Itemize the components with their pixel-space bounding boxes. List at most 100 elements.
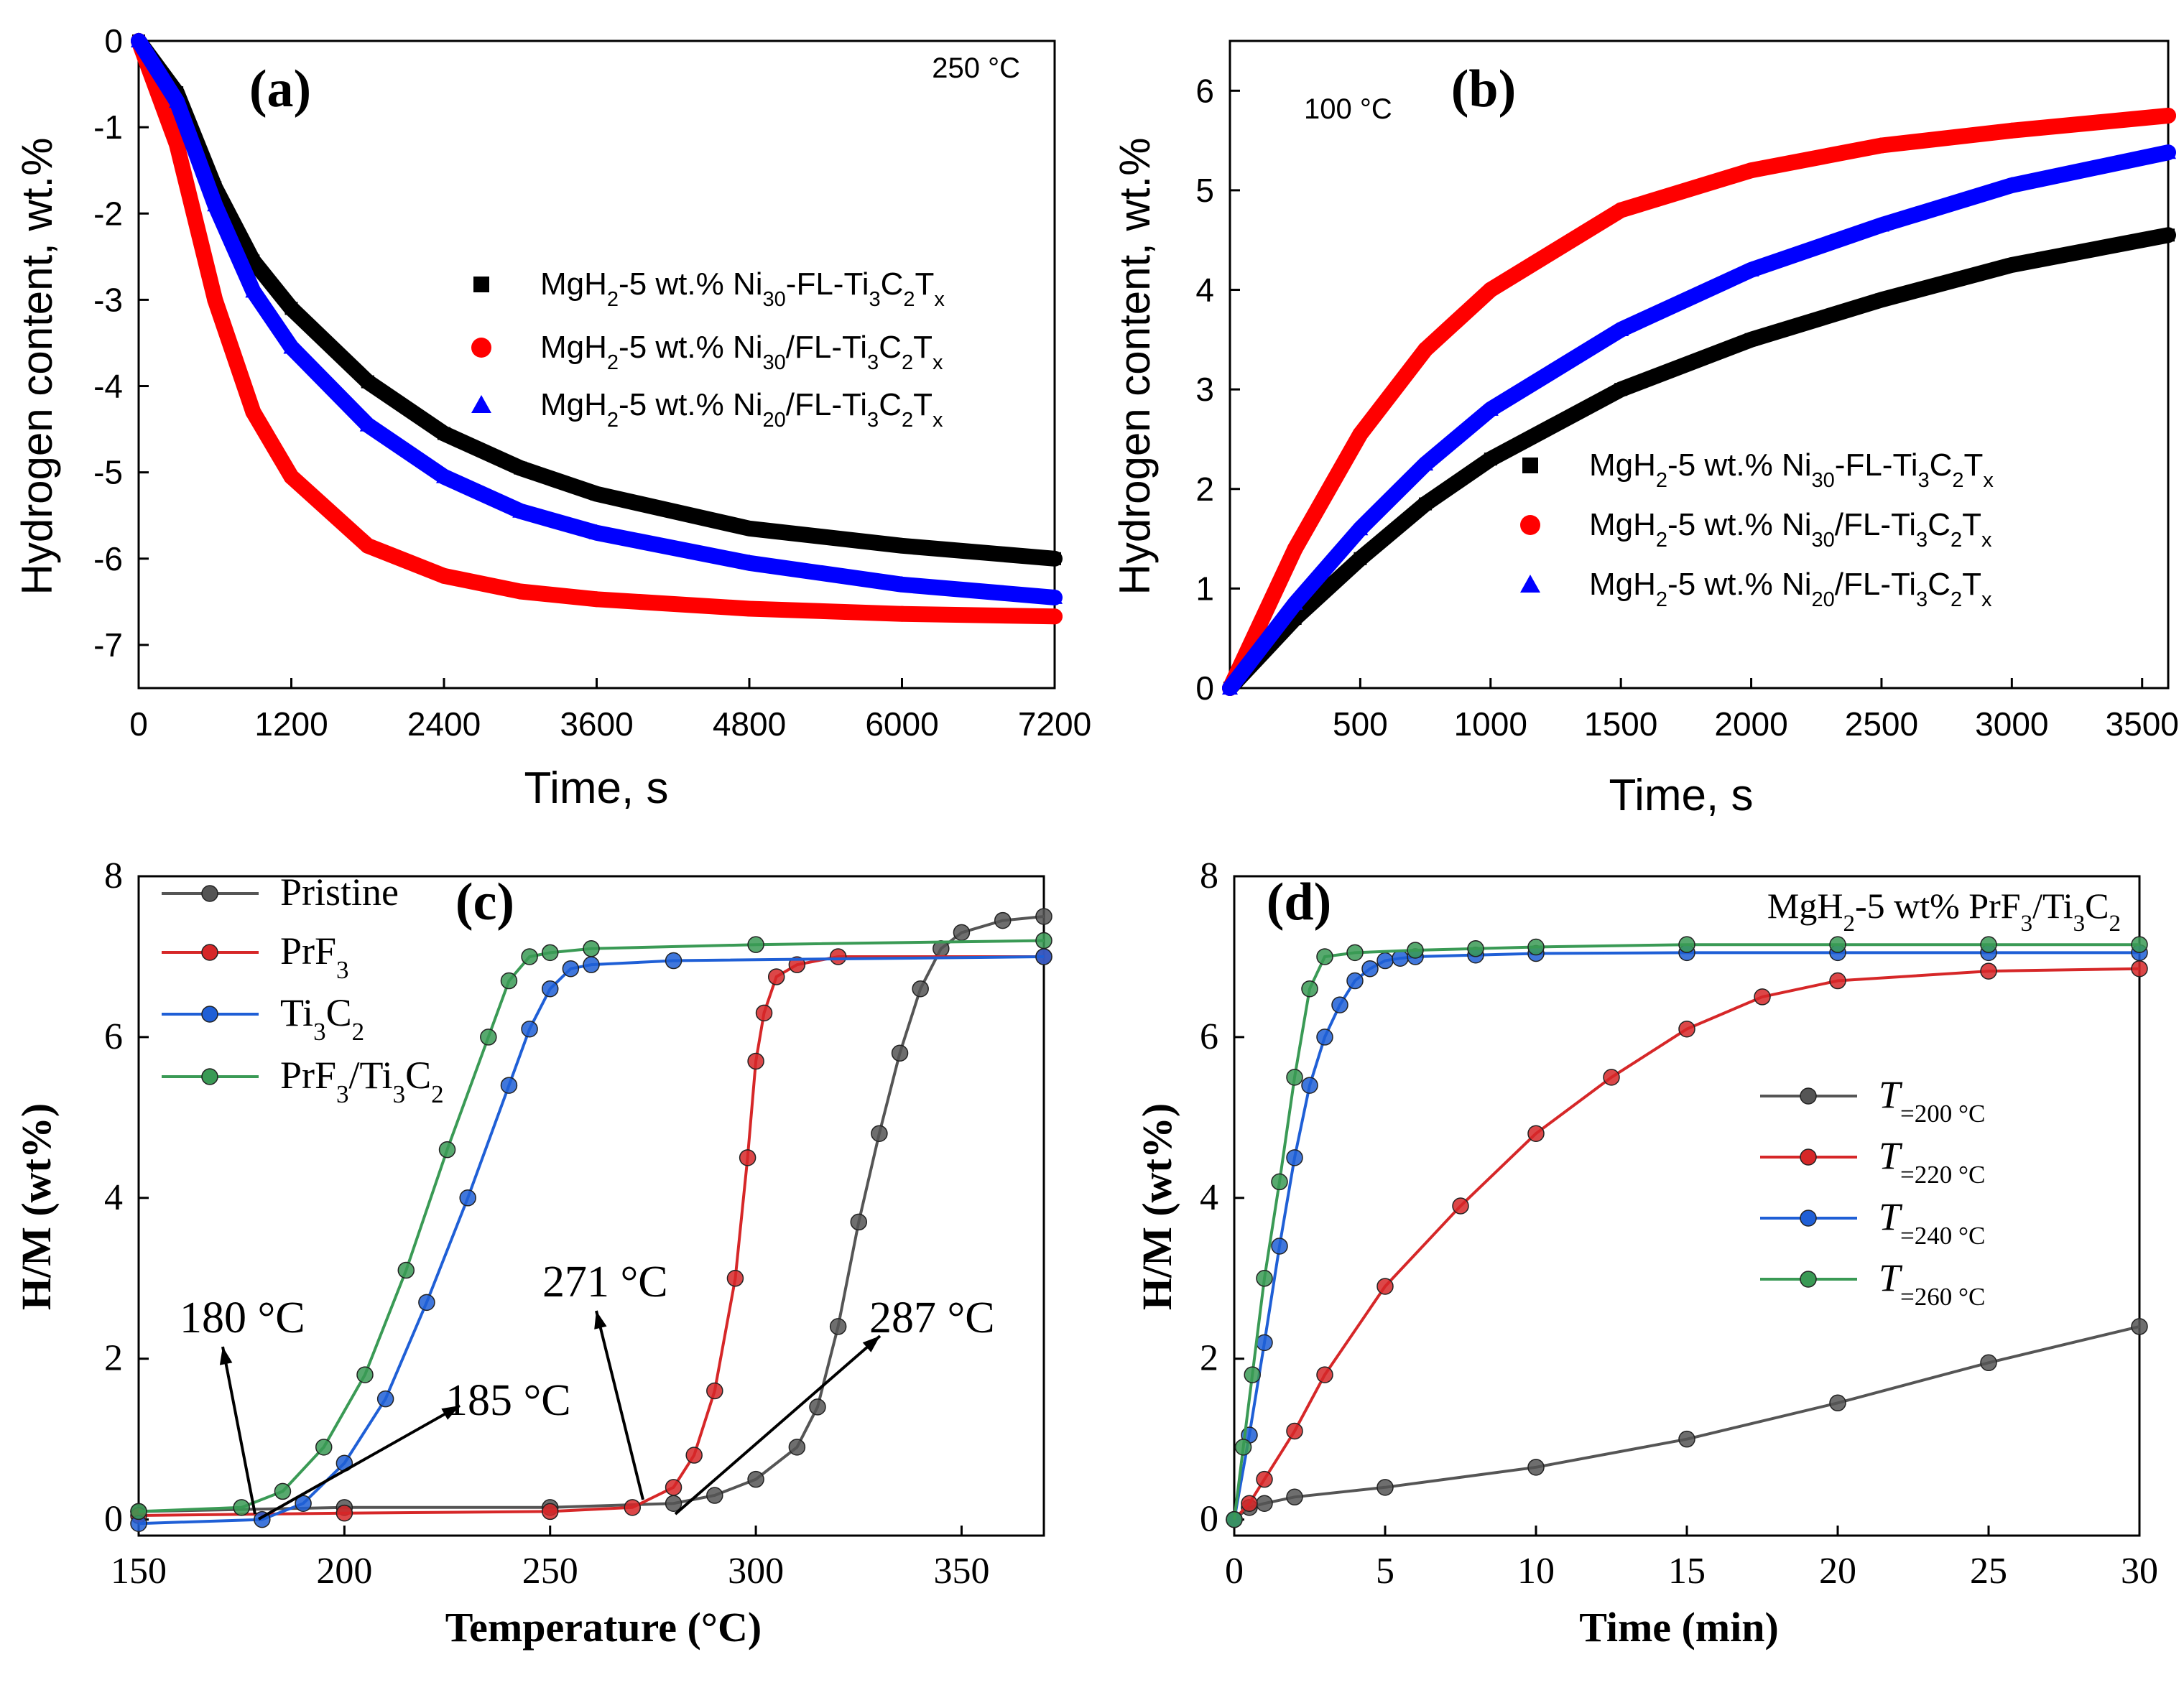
data-point xyxy=(1047,588,1063,604)
panel-d: 0 5 10 15 20 25 30 0 2 4 6 8 Time (min) H/M (wt%) (d) M… xyxy=(1134,855,2158,1651)
data-point xyxy=(1256,1334,1273,1352)
text-part: C xyxy=(326,991,352,1034)
y-tick-label: 4 xyxy=(1200,1177,1218,1218)
text-part: MgH xyxy=(540,330,607,365)
data-point xyxy=(1407,942,1424,959)
x-tick-label: 25 xyxy=(1970,1551,2007,1592)
annotation-arrow xyxy=(674,1334,882,1515)
data-point xyxy=(1829,972,1846,990)
series-3: T=260 °C xyxy=(1226,936,2148,1528)
data-point xyxy=(1226,1510,1243,1528)
series-line xyxy=(138,955,1044,1517)
plot-frame xyxy=(1228,40,2170,690)
y-tick-label: -5 xyxy=(93,454,123,491)
y-tick-label: 5 xyxy=(1195,172,1214,209)
data-point xyxy=(1256,1270,1273,1287)
series-curve xyxy=(1222,108,2176,696)
data-point xyxy=(1352,520,1369,536)
annotation-arrowhead xyxy=(862,1336,880,1352)
data-point xyxy=(1873,216,1889,232)
data-point xyxy=(361,375,374,389)
legend-label: MgH2-5 wt.% Ni20/FL-Ti3C2Tx xyxy=(1589,567,1992,611)
data-point xyxy=(1613,320,1629,336)
y-tick-label: -1 xyxy=(93,108,123,146)
text-part: 2 xyxy=(1656,588,1667,611)
data-point xyxy=(438,1141,456,1159)
data-point xyxy=(541,1503,559,1521)
panel-label: (a) xyxy=(249,60,311,119)
text-part: 30 xyxy=(763,288,786,311)
text-part: T xyxy=(1962,567,1981,602)
data-point xyxy=(1316,1029,1333,1046)
text-part: x xyxy=(933,409,943,432)
text-part: /FL-Ti xyxy=(1835,507,1916,542)
data-point xyxy=(1376,952,1394,970)
data-point xyxy=(1352,426,1369,442)
data-point xyxy=(500,1077,518,1094)
data-point xyxy=(1256,1470,1273,1488)
series-1: MgH2-5 wt.% Ni30/FL-Ti3C2Tx xyxy=(131,33,1063,625)
data-point xyxy=(583,940,600,957)
y-tick-label: 2 xyxy=(104,1338,123,1379)
data-point xyxy=(1286,1422,1303,1440)
text-part: 3 xyxy=(1917,469,1929,492)
y-tick-label: 4 xyxy=(1195,271,1214,309)
x-axis-label: Time, s xyxy=(524,763,669,813)
legend-marker xyxy=(1800,1210,1817,1227)
data-point xyxy=(1829,1394,1846,1412)
text-part: MgH xyxy=(540,387,607,422)
x-tick-label: 150 xyxy=(111,1551,167,1592)
data-point xyxy=(521,948,538,965)
x-tick-label: 4800 xyxy=(713,705,786,743)
y-tick-label: 1 xyxy=(1195,570,1214,607)
text-part: -5 wt.% Ni xyxy=(1667,507,1811,542)
data-point xyxy=(356,1366,374,1383)
data-point xyxy=(895,539,909,552)
data-point xyxy=(131,32,147,47)
text-part: 2 xyxy=(2109,911,2121,937)
text-part: Pristine xyxy=(280,871,399,914)
text-part: 2 xyxy=(1843,911,1855,937)
text-part: 3 xyxy=(393,1080,406,1108)
text-part: C xyxy=(1928,507,1951,542)
data-point xyxy=(130,1503,147,1521)
data-point xyxy=(1484,452,1497,466)
legend-label: T=220 °C xyxy=(1879,1134,1985,1189)
data-point xyxy=(2160,144,2176,159)
data-point xyxy=(1452,1197,1469,1215)
x-tick-label: 30 xyxy=(2121,1551,2158,1592)
y-axis-label: H/M (wt%) xyxy=(1134,1103,1180,1310)
data-point xyxy=(1316,1366,1333,1383)
series-line xyxy=(1233,943,2139,1520)
data-point xyxy=(436,468,452,483)
data-point xyxy=(1603,1069,1620,1086)
data-point xyxy=(245,282,262,298)
legend-marker xyxy=(201,1068,218,1085)
x-tick-label: 3500 xyxy=(2106,705,2179,743)
y-tick-label: 0 xyxy=(1200,1499,1218,1540)
text-part: 2 xyxy=(607,288,619,311)
data-point xyxy=(1874,293,1888,307)
x-tick-label: 5 xyxy=(1376,1551,1394,1592)
y-tick-label: 6 xyxy=(1200,1016,1218,1057)
legend-label: Ti3C2 xyxy=(280,991,364,1046)
data-point xyxy=(1316,948,1333,965)
data-point xyxy=(1241,1495,1258,1512)
text-part: -FL-Ti xyxy=(1835,447,1918,483)
text-part: /FL-Ti xyxy=(1835,567,1916,602)
text-part: T xyxy=(915,266,935,302)
data-point xyxy=(245,404,262,420)
panel-label: (d) xyxy=(1267,873,1331,932)
panel-c: 150 200 250 300 350 0 2 4 6 8 Temperature (°C) H/M … xyxy=(13,855,1052,1651)
text-part: =200 °C xyxy=(1900,1100,1985,1128)
x-tick-label: 3000 xyxy=(1975,705,2048,743)
data-point xyxy=(891,1044,909,1062)
legend-marker xyxy=(1520,575,1540,593)
text-part: 2 xyxy=(1656,529,1667,552)
data-point xyxy=(1980,1354,1997,1372)
data-point xyxy=(1376,1278,1394,1295)
data-point xyxy=(2160,107,2176,124)
data-point xyxy=(1048,552,1061,565)
data-point xyxy=(1614,383,1628,396)
